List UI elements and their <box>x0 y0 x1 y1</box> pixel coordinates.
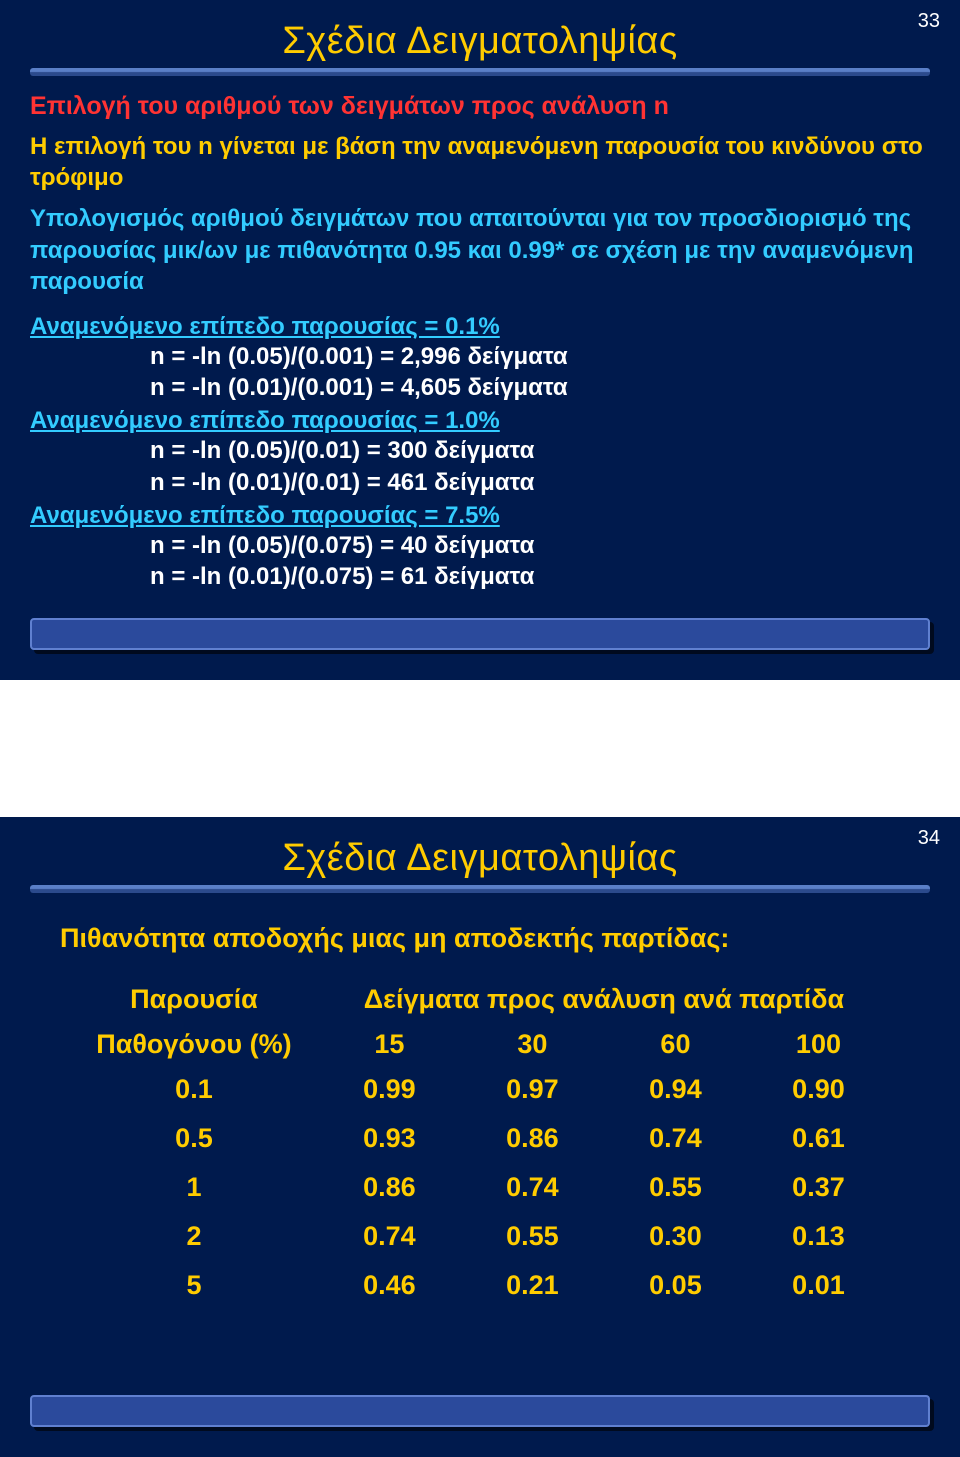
table-header-row: Παρουσία Δείγματα προς ανάλυση ανά παρτί… <box>70 984 890 1015</box>
page-number: 33 <box>918 10 940 33</box>
subtitle-red: Επιλογή του αριθμού των δειγμάτων προς α… <box>30 92 930 121</box>
col-header: 30 <box>461 1029 604 1060</box>
formula: n = -ln (0.01)/(0.001) = 4,605 δείγματα <box>150 372 930 403</box>
table-row: 5 0.46 0.21 0.05 0.01 <box>70 1270 890 1301</box>
col-left-header-1: Παρουσία <box>70 984 318 1015</box>
cell: 0.74 <box>461 1172 604 1203</box>
table-subheader-row: Παθογόνου (%) 15 30 60 100 <box>70 1029 890 1060</box>
col-left-header-2: Παθογόνου (%) <box>70 1029 318 1060</box>
col-header: 60 <box>604 1029 747 1060</box>
row-label: 5 <box>70 1270 318 1301</box>
page-number: 34 <box>918 827 940 850</box>
cell: 0.30 <box>604 1221 747 1252</box>
cell: 0.94 <box>604 1074 747 1105</box>
formula: n = -ln (0.01)/(0.01) = 461 δείγματα <box>150 467 930 498</box>
slide-title: Σχέδια Δειγματοληψίας <box>30 837 930 880</box>
row-label: 1 <box>70 1172 318 1203</box>
formula: n = -ln (0.05)/(0.01) = 300 δείγματα <box>150 435 930 466</box>
cell: 0.86 <box>318 1172 461 1203</box>
cell: 0.46 <box>318 1270 461 1301</box>
probability-table: Παρουσία Δείγματα προς ανάλυση ανά παρτί… <box>70 984 890 1301</box>
formula: n = -ln (0.05)/(0.075) = 40 δείγματα <box>150 530 930 561</box>
title-divider <box>30 885 930 893</box>
cell: 0.93 <box>318 1123 461 1154</box>
bottom-box <box>30 618 930 650</box>
col-right-header: Δείγματα προς ανάλυση ανά παρτίδα <box>318 984 890 1015</box>
cell: 0.55 <box>604 1172 747 1203</box>
slide-33: 33 Σχέδια Δειγματοληψίας Επιλογή του αρι… <box>0 0 960 680</box>
table-row: 1 0.86 0.74 0.55 0.37 <box>70 1172 890 1203</box>
title-divider <box>30 68 930 76</box>
table-row: 0.5 0.93 0.86 0.74 0.61 <box>70 1123 890 1154</box>
cell: 0.05 <box>604 1270 747 1301</box>
cell: 0.13 <box>747 1221 890 1252</box>
cell: 0.97 <box>461 1074 604 1105</box>
cell: 0.01 <box>747 1270 890 1301</box>
level-label: Αναμενόμενο επίπεδο παρουσίας = 0.1% <box>30 313 930 341</box>
row-label: 2 <box>70 1221 318 1252</box>
row-label: 0.5 <box>70 1123 318 1154</box>
body-yellow: Η επιλογή του n γίνεται με βάση την αναμ… <box>30 131 930 193</box>
table-row: 2 0.74 0.55 0.30 0.13 <box>70 1221 890 1252</box>
cell: 0.90 <box>747 1074 890 1105</box>
cell: 0.74 <box>604 1123 747 1154</box>
level-label: Αναμενόμενο επίπεδο παρουσίας = 1.0% <box>30 407 930 435</box>
cell: 0.74 <box>318 1221 461 1252</box>
cell: 0.61 <box>747 1123 890 1154</box>
slide-title: Σχέδια Δειγματοληψίας <box>30 20 930 63</box>
bottom-box <box>30 1395 930 1427</box>
cell: 0.86 <box>461 1123 604 1154</box>
body-blue: Υπολογισμός αριθμού δειγμάτων που απαιτο… <box>30 203 930 297</box>
formula: n = -ln (0.05)/(0.001) = 2,996 δείγματα <box>150 341 930 372</box>
level-label: Αναμενόμενο επίπεδο παρουσίας = 7.5% <box>30 502 930 530</box>
cell: 0.21 <box>461 1270 604 1301</box>
col-header: 15 <box>318 1029 461 1060</box>
row-label: 0.1 <box>70 1074 318 1105</box>
subtitle: Πιθανότητα αποδοχής μιας μη αποδεκτής πα… <box>60 923 930 954</box>
col-header: 100 <box>747 1029 890 1060</box>
cell: 0.37 <box>747 1172 890 1203</box>
table-row: 0.1 0.99 0.97 0.94 0.90 <box>70 1074 890 1105</box>
slide-34: 34 Σχέδια Δειγματοληψίας Πιθανότητα αποδ… <box>0 817 960 1457</box>
cell: 0.55 <box>461 1221 604 1252</box>
formula: n = -ln (0.01)/(0.075) = 61 δείγματα <box>150 561 930 592</box>
cell: 0.99 <box>318 1074 461 1105</box>
